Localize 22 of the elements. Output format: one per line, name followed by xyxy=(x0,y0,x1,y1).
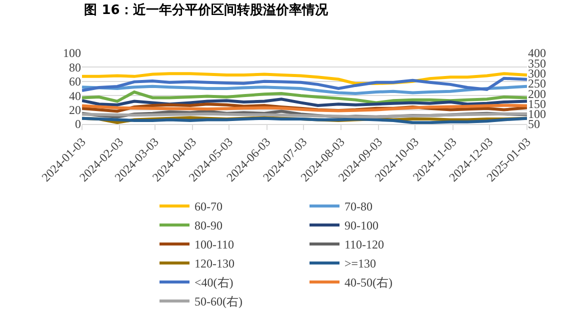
legend-label: 50-60(右) xyxy=(194,294,242,309)
line-series xyxy=(82,76,527,92)
line-series xyxy=(82,84,527,95)
legend-label: 120-130 xyxy=(194,256,234,271)
legend-label: 110-120 xyxy=(344,238,384,252)
legend-label: 80-90 xyxy=(194,218,222,233)
legend-label: 100-110 xyxy=(194,238,234,252)
legend-label: 40-50(右) xyxy=(344,276,392,290)
line-series xyxy=(82,98,527,108)
legend-label: >=130 xyxy=(344,256,376,271)
legend-label: <40(右) xyxy=(194,276,234,290)
y-tick-label: 20 xyxy=(69,103,81,117)
y-tick-label: 40 xyxy=(69,88,81,103)
y-tick-label: 100 xyxy=(63,46,81,60)
y-tick-label: 0 xyxy=(75,117,81,132)
y-tick-label: 80 xyxy=(69,60,81,74)
legend-label: 90-100 xyxy=(344,218,378,233)
chart-title: 图 16：近一年分平价区间转股溢价率情况 xyxy=(84,2,329,18)
line-series xyxy=(82,90,527,104)
y-tick-label: 60 xyxy=(69,74,81,89)
legend-label: 70-80 xyxy=(344,200,372,214)
legend-label: 60-70 xyxy=(194,200,222,214)
